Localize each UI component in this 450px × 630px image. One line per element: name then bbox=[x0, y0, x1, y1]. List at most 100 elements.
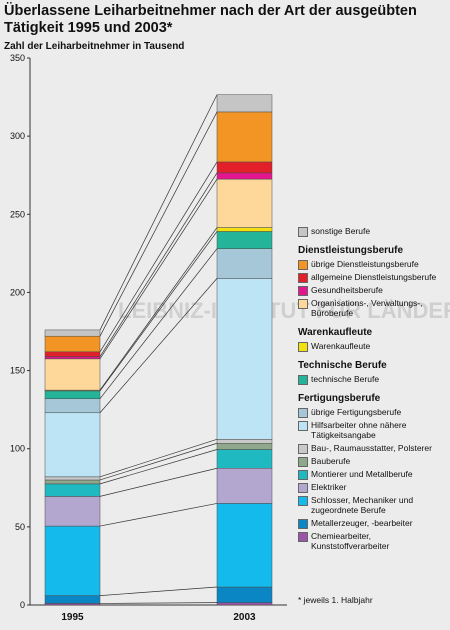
legend-item-montierer: Montierer und Metallberufe bbox=[298, 469, 448, 480]
legend-item-metallerzeuger: Metallerzeuger, -bearbeiter bbox=[298, 518, 448, 529]
legend-label: übrige Dienstleistungsberufe bbox=[311, 259, 419, 269]
legend-label: Schlosser, Mechaniker und zugeordnete Be… bbox=[311, 495, 414, 515]
legend: sonstige Berufe Dienstleistungsberufe übri… bbox=[298, 226, 448, 554]
legend-label: Metallerzeuger, -bearbeiter bbox=[311, 518, 413, 528]
legend-label: Warenkaufleute bbox=[311, 341, 371, 351]
y-tick-label: 250 bbox=[10, 209, 25, 219]
bar-segment-bauberufe bbox=[44, 479, 101, 485]
connector-line bbox=[99, 172, 218, 357]
bar-segment-sonstige bbox=[216, 94, 273, 113]
legend-swatch bbox=[298, 532, 308, 542]
watermark: LEIBNIZ-INSTITUT FÜR LÄNDERKUNDE bbox=[118, 298, 450, 323]
legend-group-title: Warenkaufleute bbox=[298, 327, 373, 338]
legend-label: übrige Fertigungsberufe bbox=[311, 407, 402, 417]
legend-item-sonstige: sonstige Berufe bbox=[298, 226, 448, 237]
y-tick-label: 50 bbox=[15, 522, 25, 532]
bar-segment-metallerzeuger bbox=[216, 586, 273, 603]
chart-title: Überlassene Leiharbeitnehmer nach der Ar… bbox=[4, 3, 417, 36]
y-tick-label: 350 bbox=[10, 53, 25, 63]
legend-label: Montierer und Metallberufe bbox=[311, 469, 413, 479]
bar-segment-montierer bbox=[44, 483, 101, 497]
legend-swatch bbox=[298, 457, 308, 467]
legend-item-gesundheit: Gesundheitsberufe bbox=[298, 285, 448, 296]
bar-segment-chemie bbox=[216, 602, 273, 606]
bar-segment-uebrige_dienst bbox=[216, 111, 273, 163]
bar-segment-elektriker bbox=[44, 496, 101, 527]
connector-line bbox=[99, 111, 218, 337]
bar-segment-metallerzeuger bbox=[44, 595, 101, 604]
legend-item-allgemeine: allgemeine Dienstleistungsberufe bbox=[298, 272, 448, 283]
connector-line bbox=[99, 442, 218, 481]
plot-area: 0 50 100 150 200 250 300 350 1995 2003 bbox=[10, 53, 287, 623]
legend-swatch bbox=[298, 470, 308, 480]
legend-item-chemie: Chemiearbeiter, Kunststoffverarbeiter bbox=[298, 531, 448, 551]
legend-item-uebrige_dienst: übrige Dienstleistungsberufe bbox=[298, 259, 448, 270]
legend-group-title: Fertigungsberufe bbox=[298, 393, 381, 404]
legend-swatch bbox=[298, 342, 308, 352]
legend-item-uebrige_fert: übrige Fertigungsberufe bbox=[298, 407, 448, 418]
legend-item-warenkauf: Warenkaufleute bbox=[298, 341, 448, 352]
y-tick-label: 300 bbox=[10, 131, 25, 141]
bar-segment-warenkauf bbox=[216, 227, 273, 232]
legend-swatch bbox=[298, 421, 308, 431]
connector-line bbox=[99, 503, 218, 527]
y-tick-label: 0 bbox=[20, 600, 25, 610]
footnote: * jeweils 1. Halbjahr bbox=[298, 595, 373, 605]
bar-segment-allgemeine bbox=[44, 351, 101, 357]
connector-line bbox=[99, 449, 218, 485]
connector-line bbox=[99, 161, 218, 353]
legend-swatch bbox=[298, 375, 308, 385]
legend-swatch bbox=[298, 260, 308, 270]
legend-group-title: Dienstleistungsberufe bbox=[298, 245, 404, 256]
connector-line bbox=[99, 227, 218, 391]
bar-segment-bau_raum bbox=[44, 476, 101, 481]
legend-swatch bbox=[298, 519, 308, 529]
connector-line bbox=[99, 439, 218, 478]
bar-segment-organisation bbox=[216, 178, 273, 228]
legend-swatch bbox=[298, 227, 308, 237]
legend-swatch bbox=[298, 444, 308, 454]
bar-segment-uebrige_fert bbox=[44, 398, 101, 414]
legend-swatch bbox=[298, 496, 308, 506]
bar-segment-schlosser bbox=[216, 503, 273, 588]
legend-swatch bbox=[298, 299, 308, 309]
bar-segment-technische bbox=[44, 390, 101, 399]
legend-label: Chemiearbeiter, Kunststoffverarbeiter bbox=[311, 531, 390, 551]
connector-line bbox=[99, 178, 218, 360]
y-tick-label: 200 bbox=[10, 287, 25, 297]
bar-segment-bau_raum bbox=[216, 439, 273, 444]
bar-segment-schlosser bbox=[44, 525, 101, 596]
x-tick-label: 2003 bbox=[233, 612, 256, 623]
axis-unit-label: Zahl der Leiharbeitnehmer in Tausend bbox=[4, 41, 185, 52]
bar-segment-uebrige_dienst bbox=[44, 335, 101, 353]
legend-label: Bau-, Raumausstatter, Polsterer bbox=[311, 443, 432, 453]
connector-line bbox=[99, 467, 218, 497]
legend-label: technische Berufe bbox=[311, 374, 380, 384]
legend-item-schlosser: Schlosser, Mechaniker und zugeordnete Be… bbox=[298, 495, 448, 515]
bar-segment-uebrige_fert bbox=[216, 248, 273, 279]
legend-label: Bauberufe bbox=[311, 456, 351, 466]
legend-item-bauberufe: Bauberufe bbox=[298, 456, 448, 467]
y-tick-label: 100 bbox=[10, 444, 25, 454]
legend-label: Gesundheitsberufe bbox=[311, 285, 383, 295]
legend-swatch bbox=[298, 273, 308, 283]
legend-item-hilfsarbeiter: Hilfsarbeiter ohne nähere Tätigkeitsanga… bbox=[298, 420, 448, 440]
legend-label: Hilfsarbeiter ohne nähere Tätigkeitsanga… bbox=[311, 420, 407, 440]
bar-segment-hilfsarbeiter bbox=[44, 412, 101, 478]
legend-item-organisation: Organisations-, Verwaltungs-, Büroberufe bbox=[298, 298, 448, 318]
connector-line bbox=[99, 586, 218, 596]
bar-segment-sonstige bbox=[44, 329, 101, 337]
bar-segment-bauberufe bbox=[216, 442, 273, 450]
legend-swatch bbox=[298, 286, 308, 296]
connector-line bbox=[99, 278, 218, 413]
legend-label: sonstige Berufe bbox=[311, 226, 371, 236]
legend-swatch bbox=[298, 408, 308, 418]
bar-segment-hilfsarbeiter bbox=[216, 278, 273, 440]
legend-item-elektriker: Elektriker bbox=[298, 482, 448, 493]
bar-segment-elektriker bbox=[216, 468, 273, 504]
x-tick-label: 1995 bbox=[61, 612, 84, 623]
bar-segment-gesundheit bbox=[216, 172, 273, 180]
legend-item-bau_raum: Bau-, Raumausstatter, Polsterer bbox=[298, 443, 448, 454]
bar-segment-organisation bbox=[44, 358, 101, 391]
